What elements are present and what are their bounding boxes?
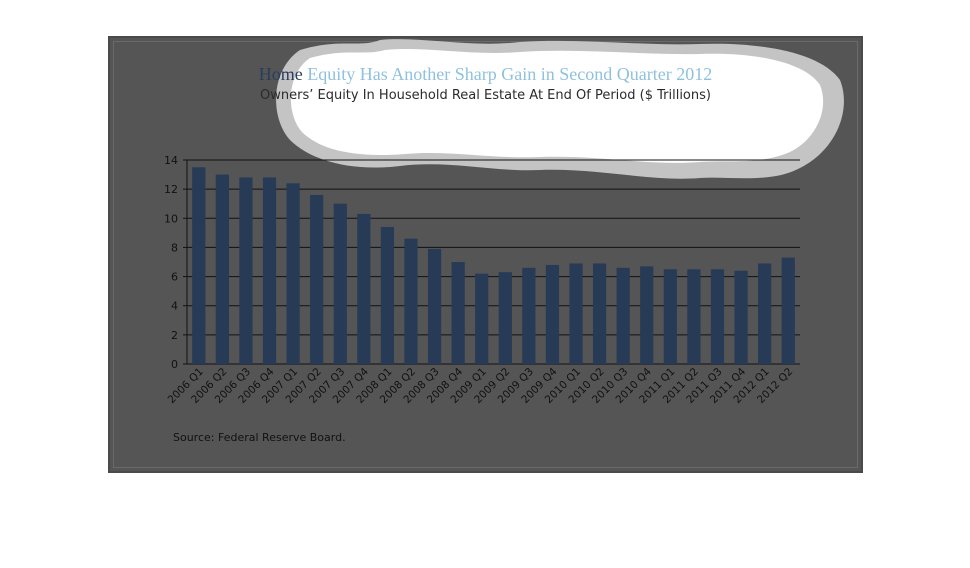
bar <box>781 257 795 364</box>
chart-title: Home Equity Has Another Sharp Gain in Se… <box>108 64 863 85</box>
bar <box>380 227 395 364</box>
y-tick-label: 14 <box>164 154 178 167</box>
y-tick-label: 0 <box>171 358 178 371</box>
bar <box>475 273 489 364</box>
bar <box>663 269 677 364</box>
bar <box>310 194 324 364</box>
y-tick-label: 8 <box>171 241 178 254</box>
bar <box>545 264 560 364</box>
bar <box>758 263 772 364</box>
bar <box>357 213 371 364</box>
bar <box>215 174 229 364</box>
bar <box>592 263 607 364</box>
bar <box>569 263 583 364</box>
chart-title-light-part: Equity Has Another Sharp Gain in Second … <box>307 64 713 84</box>
bar <box>286 183 300 364</box>
y-tick-label: 10 <box>164 212 178 225</box>
chart-title-dark-part: Home <box>258 64 303 84</box>
bar <box>522 267 536 364</box>
bar <box>710 269 725 364</box>
bar <box>734 270 748 364</box>
bar <box>333 203 347 364</box>
bar <box>640 266 654 364</box>
y-tick-label: 2 <box>171 329 178 342</box>
chart-subtitle: Owners’ Equity In Household Real Estate … <box>260 88 711 103</box>
bar <box>498 272 512 364</box>
bar <box>687 269 701 364</box>
y-tick-label: 6 <box>171 271 178 284</box>
y-tick-label: 12 <box>164 183 178 196</box>
bar <box>427 248 442 364</box>
bar <box>192 167 206 364</box>
bar <box>451 262 465 364</box>
bar <box>404 238 418 364</box>
bar <box>616 267 630 364</box>
bar <box>239 177 253 364</box>
bar <box>262 177 277 364</box>
source-note: Source: Federal Reserve Board. <box>173 431 346 444</box>
y-tick-label: 4 <box>171 300 178 313</box>
